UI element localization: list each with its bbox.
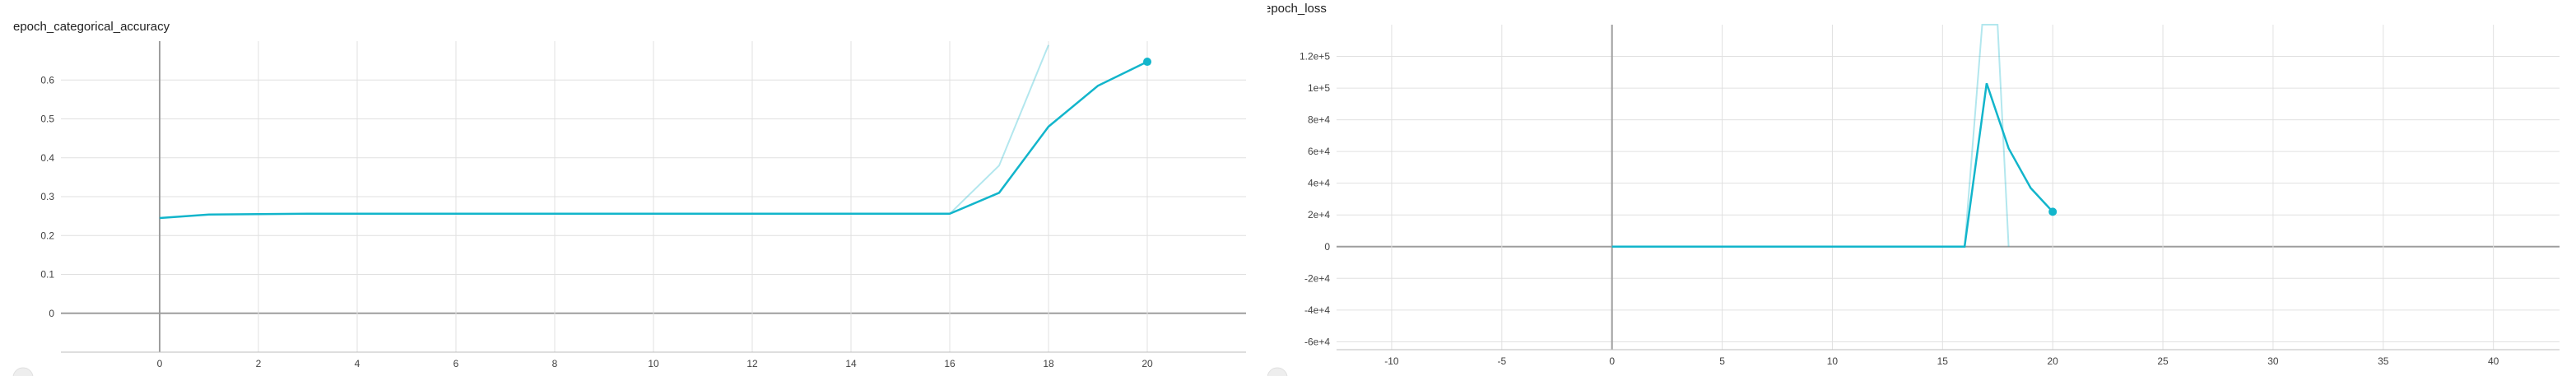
y-tick-label: 2e+4 bbox=[1308, 209, 1330, 220]
x-tick-label: 12 bbox=[746, 358, 758, 369]
x-tick-label: 0 bbox=[1609, 355, 1615, 367]
last-value-marker[interactable] bbox=[2048, 207, 2058, 216]
y-tick-label: 4e+4 bbox=[1308, 178, 1330, 189]
x-tick-label: 40 bbox=[2488, 355, 2499, 367]
y-tick-label: 6e+4 bbox=[1308, 146, 1330, 157]
x-tick-label: 8 bbox=[552, 358, 558, 369]
y-tick-label: 0 bbox=[49, 308, 54, 319]
smoothed-series-line bbox=[1611, 82, 2054, 248]
y-tick-label: 0.4 bbox=[40, 152, 54, 164]
x-tick-label: 30 bbox=[2267, 355, 2279, 367]
y-tick-label: 0.6 bbox=[40, 74, 54, 86]
y-tick-label: -2e+4 bbox=[1304, 272, 1330, 284]
expand-chart-button[interactable] bbox=[1267, 367, 1288, 376]
x-tick-label: -5 bbox=[1497, 355, 1506, 367]
raw-series-line bbox=[1964, 24, 2010, 247]
x-tick-label: 15 bbox=[1937, 355, 1949, 367]
x-tick-label: 16 bbox=[944, 358, 956, 369]
x-tick-label: 14 bbox=[845, 358, 857, 369]
accuracy-chart-title: epoch_categorical_accuracy bbox=[13, 20, 170, 34]
x-tick-label: 35 bbox=[2378, 355, 2389, 367]
expand-chart-button[interactable] bbox=[12, 367, 34, 376]
raw-series-line bbox=[949, 44, 1049, 215]
x-tick-label: 20 bbox=[1142, 358, 1153, 369]
x-tick-label: 20 bbox=[2048, 355, 2059, 367]
loss-plot-area: -6e+4 -4e+4 -2e+4 0 2e+4 4e+4 6e+4 8e+4 1e+5 1.2e… bbox=[1300, 24, 2560, 367]
y-tick-label: 0.1 bbox=[40, 269, 54, 281]
loss-chart: epoch_loss -6e+4 -4e+4 -2e+4 0 2e+4 4e+4 6e+4 8… bbox=[1267, 2, 2560, 376]
y-tick-label: -4e+4 bbox=[1304, 304, 1330, 316]
x-tick-label: 0 bbox=[157, 358, 163, 369]
y-tick-label: 1.2e+5 bbox=[1300, 51, 1330, 63]
last-value-marker[interactable] bbox=[1143, 58, 1151, 67]
y-tick-label: 0.3 bbox=[40, 191, 54, 202]
x-tick-label: 10 bbox=[1827, 355, 1839, 367]
smoothed-series-line bbox=[159, 60, 1148, 220]
x-tick-label: 4 bbox=[355, 358, 360, 369]
x-tick-label: 6 bbox=[453, 358, 459, 369]
x-tick-label: 5 bbox=[1719, 355, 1725, 367]
accuracy-plot-area: 0 0.1 0.2 0.3 0.4 0.5 0.6 0 2 4 6 8 10 12 14 16 18 20 bbox=[40, 41, 1246, 369]
x-tick-label: 25 bbox=[2157, 355, 2169, 367]
y-tick-label: 0.5 bbox=[40, 114, 54, 125]
x-tick-label: 2 bbox=[256, 358, 262, 369]
y-tick-label: 1e+5 bbox=[1308, 82, 1330, 94]
y-tick-label: 0.2 bbox=[40, 230, 54, 241]
y-tick-label: -6e+4 bbox=[1304, 336, 1330, 347]
y-tick-label: 8e+4 bbox=[1308, 114, 1330, 126]
y-tick-label: 0 bbox=[1324, 241, 1330, 253]
x-tick-label: 18 bbox=[1043, 358, 1054, 369]
accuracy-chart: epoch_categorical_accuracy 0 0.1 0.2 0.3 0.4… bbox=[12, 20, 1246, 376]
x-tick-label: -10 bbox=[1384, 355, 1399, 367]
x-tick-label: 10 bbox=[648, 358, 659, 369]
loss-chart-title: epoch_loss bbox=[1267, 2, 1327, 16]
